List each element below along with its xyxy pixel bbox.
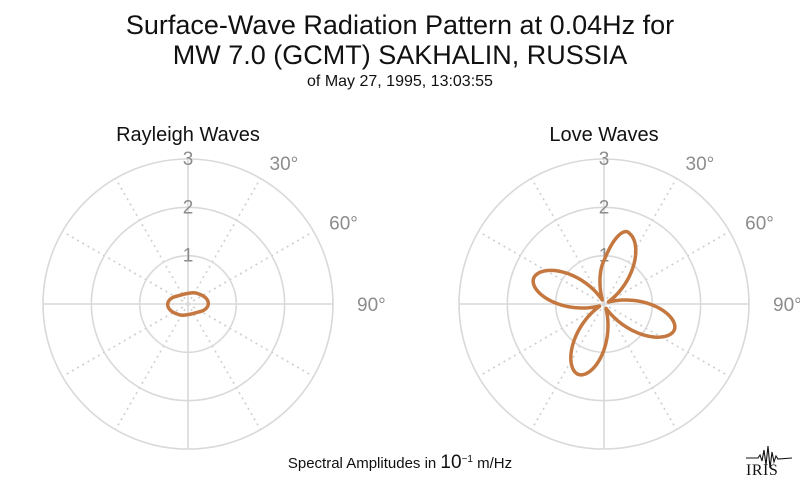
radiation-pattern-curve-0 [165, 291, 211, 317]
angle-tick-label: 60° [745, 214, 774, 235]
grid-spoke [603, 230, 730, 305]
grid-ring [90, 206, 286, 402]
amplitude-units-label: Spectral Amplitudes in 10−1 m/Hz [0, 452, 800, 474]
radiation-pattern-curve-1 [531, 229, 677, 377]
angle-tick-label: 30° [686, 154, 715, 175]
panel-title-0: Rayleigh Waves [116, 124, 260, 146]
grid-spoke [530, 178, 605, 305]
grid-ring [42, 158, 334, 450]
ring-tick-label: 2 [599, 197, 610, 218]
grid-spoke [187, 303, 314, 378]
panel-title-1: Love Waves [549, 124, 658, 146]
angle-tick-label: 90° [357, 295, 386, 316]
ring-tick-label: 1 [183, 246, 194, 267]
units-base: 10 [440, 452, 462, 473]
grid-spoke [62, 303, 189, 378]
grid-spoke [62, 230, 189, 305]
grid-spoke [478, 230, 605, 305]
angle-tick-label: 60° [329, 214, 358, 235]
grid-ring [458, 158, 750, 450]
grid-spoke [187, 303, 262, 430]
grid-spoke [114, 178, 189, 305]
ring-tick-label: 2 [183, 197, 194, 218]
chart-subtitle: of May 27, 1995, 13:03:55 [307, 73, 493, 90]
grid-spoke [603, 178, 678, 305]
chart-title-line-2: MW 7.0 (GCMT) SAKHALIN, RUSSIA [172, 40, 628, 70]
grid-spoke [603, 303, 730, 378]
ring-tick-label: 3 [183, 149, 194, 170]
units-exponent: −1 [461, 454, 473, 465]
iris-logo-text: IRIS [746, 462, 779, 479]
chart-title-line-1: Surface-Wave Radiation Pattern at 0.04Hz… [125, 10, 675, 40]
grid-spoke [114, 303, 189, 430]
grid-spoke [603, 303, 678, 430]
grid-spoke [187, 178, 262, 305]
angle-tick-label: 30° [270, 154, 299, 175]
units-suffix: m/Hz [472, 455, 513, 472]
grid-ring [138, 254, 238, 354]
grid-ring [506, 206, 702, 402]
grid-spoke [530, 303, 605, 430]
grid-spoke [187, 230, 314, 305]
grid-spoke [478, 303, 605, 378]
iris-seismogram-icon [746, 445, 793, 469]
angle-tick-label: 90° [773, 295, 800, 316]
units-prefix: Spectral Amplitudes in [287, 455, 441, 472]
chart-title-block: Surface-Wave Radiation Pattern at 0.04Hz… [0, 10, 800, 92]
ring-tick-label: 3 [599, 149, 610, 170]
